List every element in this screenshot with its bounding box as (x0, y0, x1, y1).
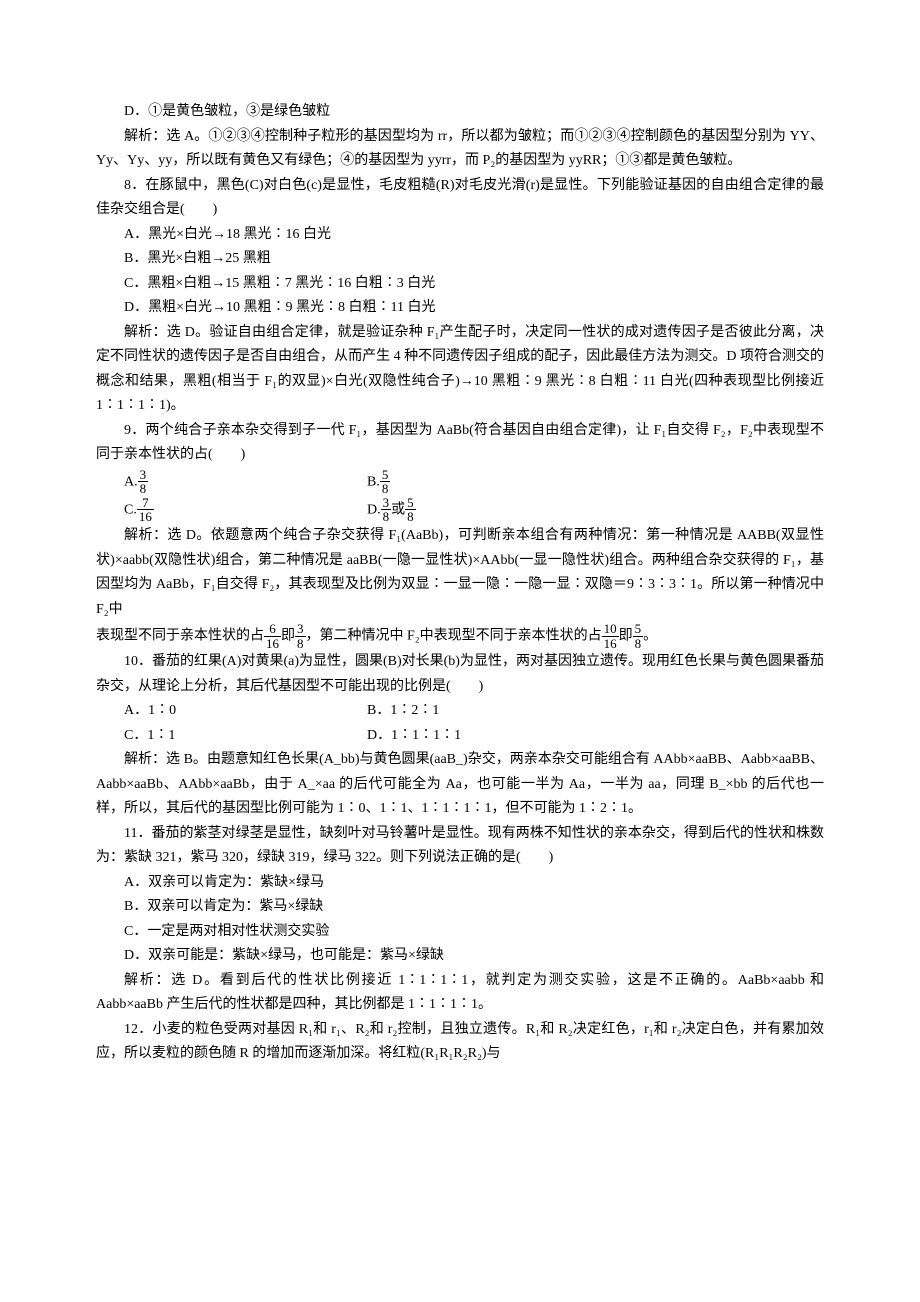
q9-options-row-2: C.716 D.38或58 (96, 496, 824, 524)
q12-stem: 12．小麦的粒色受两对基因 R₁和 r₁、R₂和 r₂控制，且独立遗传。R₁和 … (96, 1018, 824, 1067)
q8-option-a: A．黑光×白光→18 黑光∶16 白光 (96, 223, 824, 248)
q11-option-a: A．双亲可以肯定为：紫缺×绿马 (96, 871, 824, 896)
q8-stem: 8．在豚鼠中，黑色(C)对白色(c)是显性，毛皮粗糙(R)对毛皮光滑(r)是显性… (96, 174, 824, 223)
q9-stem: 9．两个纯合子亲本杂交得到子一代 F₁，基因型为 AaBb(符合基因自由组合定律… (96, 419, 824, 468)
q7-explanation: 解析：选 A。①②③④控制种子粒形的基因型均为 rr，所以都为皱粒；而①②③④控… (96, 125, 824, 174)
q10-stem: 10．番茄的红果(A)对黄果(a)为显性，圆果(B)对长果(b)为显性，两对基因… (96, 650, 824, 699)
q11-option-b: B．双亲可以肯定为：紫马×绿缺 (96, 895, 824, 920)
q11-stem: 11．番茄的紫茎对绿茎是显性，缺刻叶对马铃薯叶是显性。现有两株不知性状的亲本杂交… (96, 822, 824, 871)
q9-option-b-frac: 58 (380, 468, 391, 496)
q10-option-d: D．1∶1∶1∶1 (339, 724, 582, 749)
q9-option-b: B.58 (339, 468, 582, 496)
page: D．①是黄色皱粒，③是绿色皱粒 解析：选 A。①②③④控制种子粒形的基因型均为 … (0, 0, 920, 1127)
q9-expl-2d: 即 (619, 628, 633, 643)
q8-option-b: B．黑光×白粗→25 黑粗 (96, 247, 824, 272)
q10-option-c: C．1∶1 (96, 724, 339, 749)
q10-options-row-2: C．1∶1 D．1∶1∶1∶1 (96, 724, 824, 749)
q9-expl-2a: 表现型不同于亲本性状的占 (96, 628, 264, 643)
q9-explanation-1: 解析：选 D。依题意两个纯合子杂交获得 F₁(AaBb)，可判断亲本组合有两种情… (96, 524, 824, 622)
q9-option-b-label: B. (367, 474, 380, 489)
q11-option-d: D．双亲可能是：紫缺×绿马，也可能是：紫马×绿缺 (96, 944, 824, 969)
q9-option-d-or: 或 (391, 502, 405, 517)
q11-explanation: 解析：选 D。看到后代的性状比例接近 1∶1∶1∶1，就判定为测交实验，这是不正… (96, 969, 824, 1018)
q9-option-a: A.38 (96, 468, 339, 496)
q9-option-c-frac: 716 (137, 496, 154, 524)
q9-option-c-label: C. (124, 502, 137, 517)
q9-option-d-frac2: 58 (405, 496, 416, 524)
q9-expl-frac2: 38 (295, 622, 306, 650)
q8-option-d: D．黑粗×白光→10 黑粗∶9 黑光∶8 白粗∶11 白光 (96, 296, 824, 321)
q9-options-row-1: A.38 B.58 (96, 468, 824, 496)
q8-option-c: C．黑粗×白粗→15 黑粗∶7 黑光∶16 白粗∶3 白光 (96, 272, 824, 297)
q9-option-d-frac1: 38 (381, 496, 392, 524)
q10-option-a: A．1∶0 (96, 699, 339, 724)
q9-option-a-label: A. (124, 474, 138, 489)
q9-option-d: D.38或58 (339, 496, 582, 524)
q9-expl-frac3: 1016 (602, 622, 619, 650)
q9-option-a-frac: 38 (138, 468, 149, 496)
q9-option-d-label: D. (367, 502, 381, 517)
q8-explanation: 解析：选 D。验证自由组合定律，就是验证杂种 F₁产生配子时，决定同一性状的成对… (96, 321, 824, 419)
q9-expl-2c: ，第二种情况中 F₂中表现型不同于亲本性状的占 (306, 628, 602, 643)
q9-expl-frac4: 58 (633, 622, 644, 650)
q10-explanation: 解析：选 B。由题意知红色长果(A_bb)与黄色圆果(aaB_)杂交，两亲本杂交… (96, 748, 824, 822)
q11-option-c: C．一定是两对相对性状测交实验 (96, 920, 824, 945)
q9-expl-frac1: 616 (264, 622, 281, 650)
q9-explanation-2: 表现型不同于亲本性状的占616即38，第二种情况中 F₂中表现型不同于亲本性状的… (96, 622, 824, 650)
q9-expl-2e: 。 (643, 628, 657, 643)
q9-option-c: C.716 (96, 496, 339, 524)
q10-option-b: B．1∶2∶1 (339, 699, 582, 724)
q7-option-d: D．①是黄色皱粒，③是绿色皱粒 (96, 100, 824, 125)
q9-expl-2b: 即 (281, 628, 295, 643)
q10-options-row-1: A．1∶0 B．1∶2∶1 (96, 699, 824, 724)
